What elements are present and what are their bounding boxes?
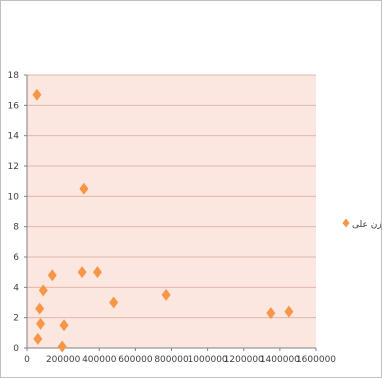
y-tick-label: 4 (13, 283, 19, 293)
data-point (47, 269, 57, 282)
x-tick-label: 1600000 (296, 355, 336, 365)
x-tick-label: 200000 (46, 355, 81, 365)
data-point (92, 266, 102, 279)
data-point (161, 288, 171, 301)
data-point (36, 317, 46, 330)
legend-label: وزن علی (352, 220, 382, 230)
data-point (59, 319, 69, 332)
x-tick-label: 1400000 (260, 355, 300, 365)
y-tick-label: 12 (8, 162, 19, 172)
data-point (32, 88, 42, 101)
y-axis-ticks: 0 2 4 6 8 10 12 14 16 18 (8, 71, 27, 354)
data-points (32, 88, 294, 353)
data-point (38, 284, 48, 297)
data-point (109, 296, 119, 309)
data-point (284, 305, 294, 318)
legend-marker-diamond (342, 218, 350, 228)
y-tick-label: 18 (8, 71, 20, 81)
x-tick-label: 1000000 (188, 355, 228, 365)
gridlines (27, 74, 316, 319)
legend: وزن علی (342, 218, 382, 230)
data-point (266, 307, 276, 320)
x-tick-label: 400000 (82, 355, 117, 365)
x-tick-label: 1200000 (224, 355, 264, 365)
y-tick-label: 0 (13, 344, 19, 354)
x-tick-label: 800000 (154, 355, 189, 365)
y-tick-label: 2 (13, 314, 19, 324)
y-tick-label: 8 (13, 223, 19, 233)
y-tick-label: 6 (13, 253, 19, 263)
data-point (79, 182, 89, 195)
x-axis-ticks: 0 200000 400000 600000 800000100000012000001… (24, 348, 336, 365)
data-point (33, 332, 43, 345)
y-tick-label: 16 (8, 101, 20, 111)
plot-area (27, 75, 316, 348)
data-point (57, 340, 67, 353)
x-tick-label: 600000 (118, 355, 153, 365)
data-point (77, 266, 87, 279)
y-tick-label: 14 (8, 132, 20, 142)
data-point (35, 302, 45, 315)
x-tick-label: 0 (24, 355, 30, 365)
y-tick-label: 10 (8, 192, 20, 202)
